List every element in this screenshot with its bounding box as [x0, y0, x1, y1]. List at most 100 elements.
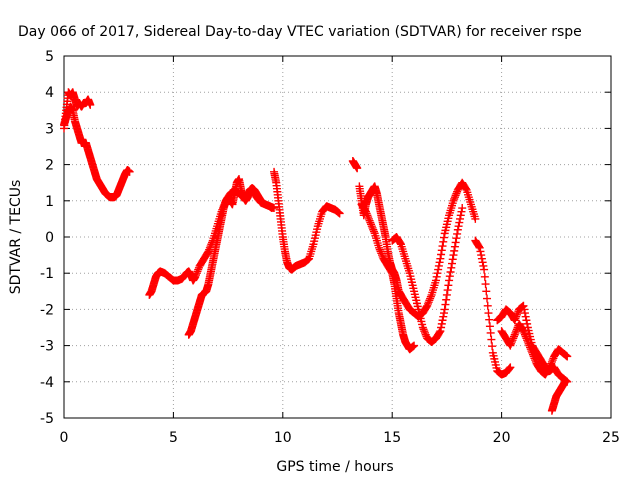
series-arc5 — [270, 167, 344, 274]
data-point — [437, 319, 446, 328]
data-point — [353, 164, 362, 173]
series-arc1 — [60, 88, 95, 133]
data-point — [439, 309, 448, 318]
data-point — [438, 242, 447, 251]
data-point — [453, 229, 462, 238]
data-point — [431, 276, 440, 285]
data-point — [436, 254, 445, 263]
data-point — [521, 332, 530, 341]
grid — [64, 56, 611, 418]
y-axis-label: SDTVAR / TECUs — [8, 180, 24, 295]
data-point — [481, 280, 490, 289]
data-point — [523, 319, 532, 328]
data-point — [478, 258, 487, 267]
data-point — [420, 327, 429, 336]
data-point — [483, 294, 492, 303]
data-point — [423, 301, 432, 310]
data-point — [513, 309, 522, 318]
data-point — [512, 312, 521, 321]
data-point — [507, 339, 516, 348]
data-point — [192, 271, 201, 280]
data-point — [525, 341, 534, 350]
data-point — [451, 238, 460, 247]
data-point — [506, 363, 515, 372]
y-axis-ticks: -5 -4 -3 -2 -1 0 1 2 3 4 5 — [40, 49, 611, 427]
data-point — [451, 191, 460, 200]
data-point — [526, 343, 535, 352]
data-point — [440, 305, 449, 314]
data-point — [545, 363, 554, 372]
y-tick-label: 3 — [45, 121, 54, 137]
data-point — [267, 204, 276, 213]
data-point — [421, 328, 430, 337]
data-point — [507, 337, 516, 346]
data-point — [368, 223, 377, 232]
data-point — [523, 336, 532, 345]
y-tick-label: -4 — [40, 375, 54, 391]
y-tick-label: 5 — [45, 49, 54, 65]
data-point — [436, 327, 445, 336]
series-arc4 — [184, 175, 276, 339]
data-point — [457, 207, 466, 216]
data-point — [364, 214, 373, 223]
chart-title: Day 066 of 2017, Sidereal Day-to-day VTE… — [18, 24, 582, 40]
data-point — [439, 237, 448, 246]
data-point — [376, 247, 385, 256]
series-arc2 — [60, 102, 134, 202]
data-point — [447, 263, 456, 272]
data-point — [377, 249, 386, 258]
data-point — [526, 345, 535, 354]
data-point — [418, 323, 427, 332]
x-tick-label: 20 — [493, 430, 511, 446]
data-point — [419, 325, 428, 334]
x-tick-label: 10 — [274, 430, 292, 446]
data-point — [480, 272, 489, 281]
data-point — [527, 347, 536, 356]
data-point — [484, 309, 493, 318]
data-point — [454, 222, 463, 231]
data-point — [520, 328, 529, 337]
data-point — [449, 251, 458, 260]
data-point — [365, 216, 374, 225]
data-point — [520, 309, 529, 318]
data-point — [448, 255, 457, 264]
data-point — [364, 213, 373, 222]
data-point — [509, 334, 518, 343]
data-point — [458, 204, 467, 213]
data-point — [425, 296, 434, 305]
x-tick-label: 0 — [60, 430, 69, 446]
data-point — [377, 251, 386, 260]
data-point — [477, 251, 486, 260]
data-point — [362, 209, 371, 218]
data-point — [455, 218, 464, 227]
data-point — [519, 327, 528, 336]
data-point — [449, 196, 458, 205]
data-point — [450, 194, 459, 203]
data-point — [452, 234, 461, 243]
data-point — [367, 220, 376, 229]
data-point — [461, 184, 470, 193]
data-point — [375, 245, 384, 254]
data-point — [434, 265, 443, 274]
data-point — [445, 272, 454, 281]
data-point — [445, 276, 454, 285]
data-point — [442, 295, 451, 304]
data-point — [506, 341, 515, 350]
series-arc9 — [388, 204, 467, 346]
data-point — [485, 322, 494, 331]
data-point — [528, 348, 537, 357]
series-arc13 — [547, 377, 570, 415]
data-point — [563, 352, 572, 361]
data-point — [125, 167, 134, 176]
data-point — [437, 246, 446, 255]
data-point — [361, 207, 370, 216]
data-point — [483, 301, 492, 310]
data-points — [60, 88, 572, 415]
data-point — [482, 287, 491, 296]
data-point — [548, 356, 557, 365]
data-point — [335, 209, 344, 218]
data-point — [426, 292, 435, 301]
data-point — [512, 310, 521, 319]
data-point — [561, 377, 570, 386]
data-point — [423, 299, 432, 308]
